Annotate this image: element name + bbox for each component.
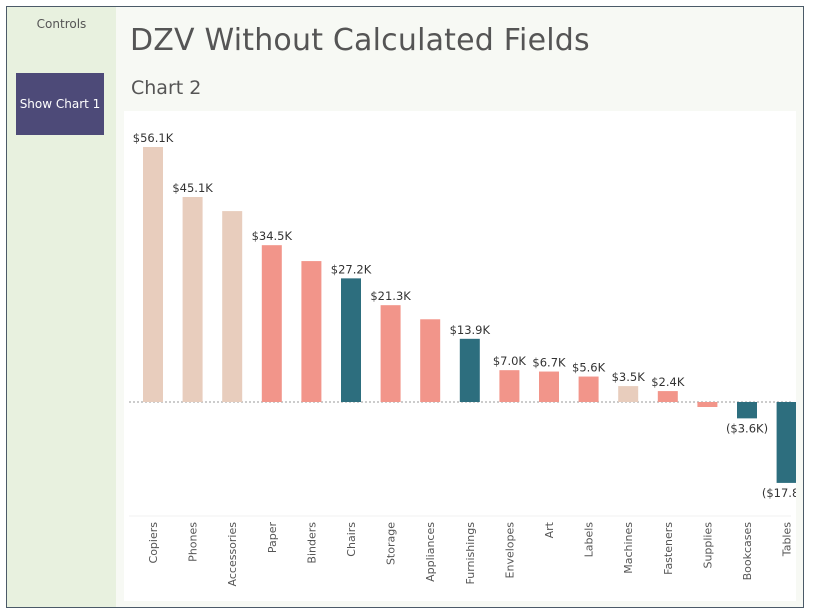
bar-paper[interactable] (261, 245, 282, 402)
data-label-copiers: $56.1K (133, 131, 174, 145)
bar-copiers[interactable] (143, 147, 163, 402)
bar-fasteners[interactable] (657, 391, 678, 402)
category-label-phones: Phones (187, 522, 200, 562)
category-label-binders: Binders (305, 522, 318, 564)
bar-chart: $56.1K Copiers $45.1K Phones Accessories $34.… (129, 131, 811, 587)
data-label-fasteners: $2.4K (651, 375, 685, 389)
category-label-furnishings: Furnishings (464, 522, 477, 585)
category-label-fasteners: Fasteners (662, 522, 675, 575)
category-label-storage: Storage (385, 522, 398, 565)
bar-supplies[interactable] (697, 402, 718, 407)
data-label-furnishings: $13.9K (450, 323, 491, 337)
dashboard-frame: Controls Show Chart 1 DZV Without Calcul… (6, 6, 811, 608)
category-label-bookcases: Bookcases (741, 522, 754, 581)
chart-subtitle: Chart 2 (131, 77, 202, 99)
data-label-art: $6.7K (532, 356, 566, 370)
bar-envelopes[interactable] (499, 370, 520, 402)
bar-furnishings[interactable] (459, 338, 480, 402)
category-label-labels: Labels (583, 522, 596, 558)
category-label-copiers: Copiers (147, 522, 160, 564)
category-label-art: Art (543, 521, 556, 538)
category-label-tables: Tables (781, 522, 794, 557)
data-label-chairs: $27.2K (331, 262, 372, 276)
data-label-phones: $45.1K (172, 181, 213, 195)
bar-phones[interactable] (182, 197, 203, 402)
bar-labels[interactable] (578, 376, 599, 402)
bar-art[interactable] (539, 371, 559, 402)
bar-binders[interactable] (301, 261, 322, 402)
data-label-bookcases: ($3.6K) (726, 421, 768, 435)
bar-appliances[interactable] (420, 319, 441, 402)
data-label-tables: ($17.8K) (762, 486, 796, 500)
category-label-supplies: Supplies (701, 522, 714, 569)
bar-storage[interactable] (380, 305, 401, 402)
dashboard-title: DZV Without Calculated Fields (130, 23, 590, 58)
controls-sidebar: Controls Show Chart 1 (7, 7, 116, 607)
show-chart-1-button[interactable]: Show Chart 1 (16, 73, 104, 135)
bar-chairs[interactable] (341, 278, 361, 402)
data-label-machines: $3.5K (612, 370, 646, 384)
chart-card: $56.1K Copiers $45.1K Phones Accessories $34.… (124, 111, 811, 601)
category-label-machines: Machines (622, 522, 635, 574)
category-label-paper: Paper (266, 522, 279, 554)
bar-accessories[interactable] (222, 211, 243, 402)
bar-bookcases[interactable] (737, 402, 757, 419)
data-label-paper: $34.5K (252, 229, 293, 243)
bar-machines[interactable] (618, 386, 639, 402)
controls-label: Controls (36, 17, 87, 31)
category-label-appliances: Appliances (424, 522, 437, 582)
bar-tables[interactable] (776, 402, 797, 483)
category-label-chairs: Chairs (345, 522, 358, 557)
data-label-storage: $21.3K (370, 289, 411, 303)
data-label-labels: $5.6K (572, 361, 606, 375)
category-label-envelopes: Envelopes (503, 522, 516, 579)
category-label-accessories: Accessories (226, 522, 239, 587)
data-label-envelopes: $7.0K (493, 354, 527, 368)
